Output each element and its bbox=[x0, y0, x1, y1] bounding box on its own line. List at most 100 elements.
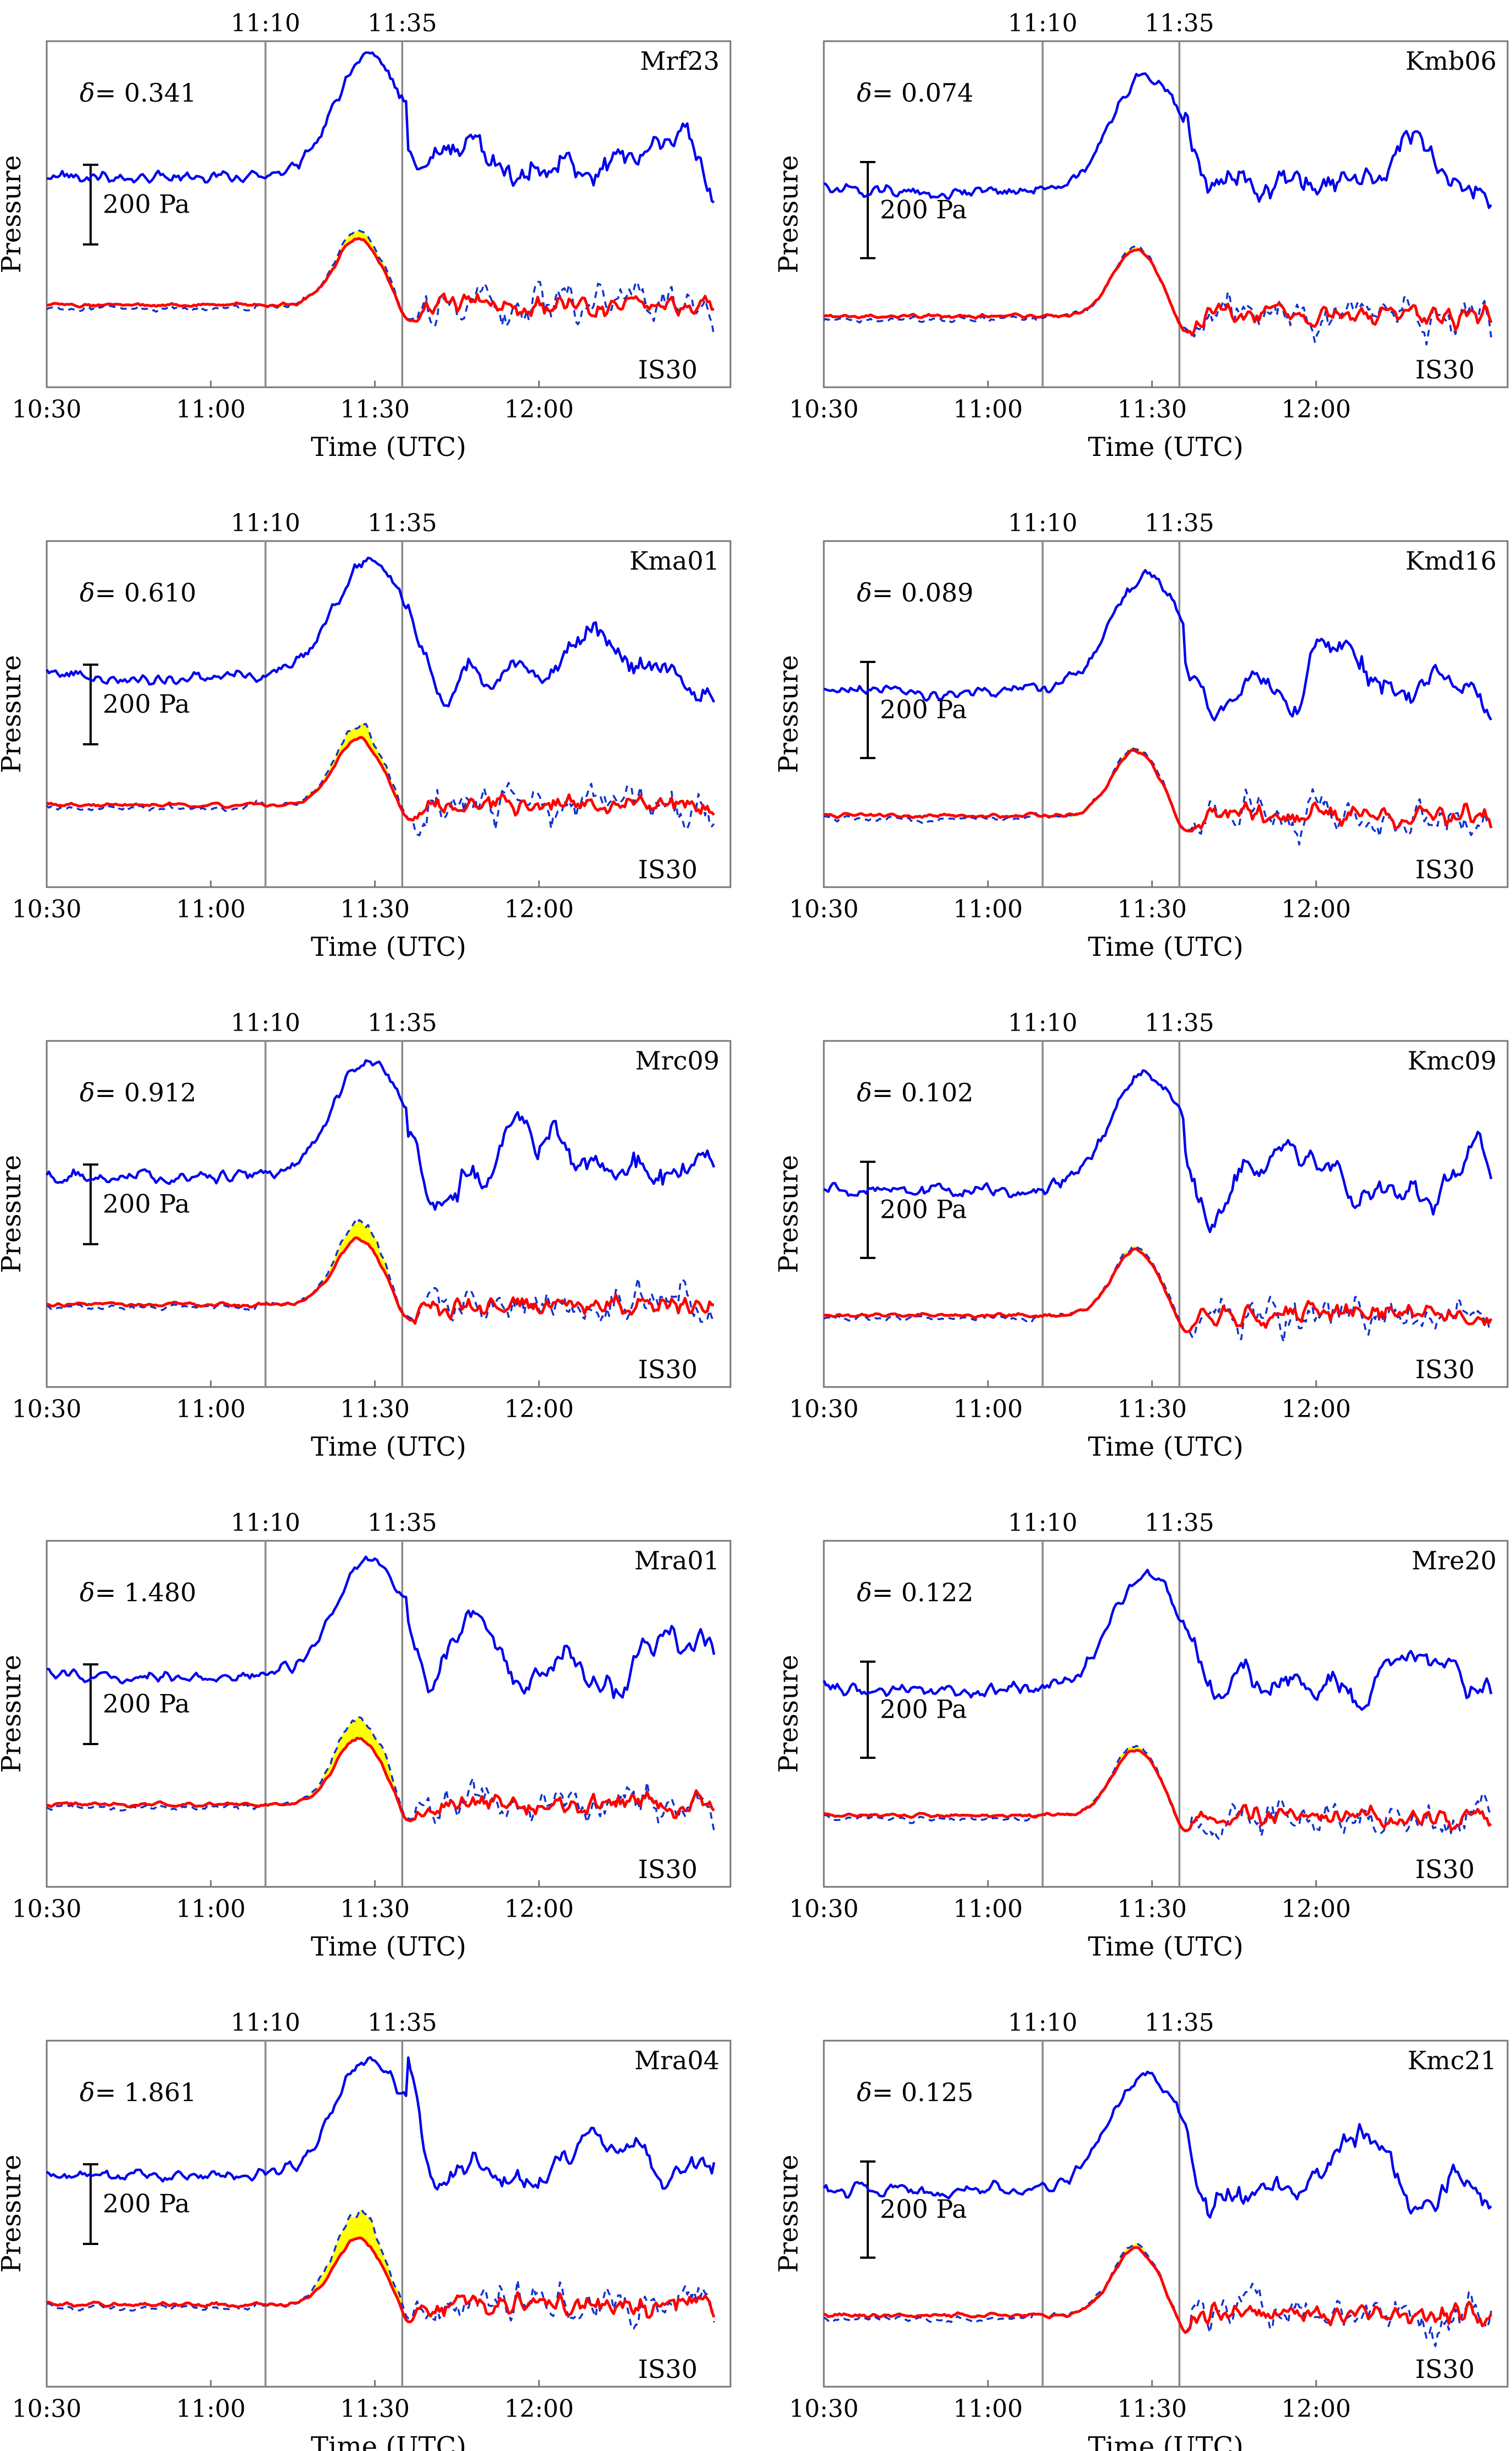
event-label: 11:10 bbox=[231, 2009, 300, 2037]
x-tick-label: 12:00 bbox=[504, 1395, 574, 1423]
y-axis-label: Pressure bbox=[773, 155, 804, 273]
delta-label: δ= 1.861 bbox=[80, 2077, 197, 2107]
reference-label: IS30 bbox=[1415, 1355, 1475, 1384]
y-axis-label: Pressure bbox=[0, 155, 27, 273]
station-series-line bbox=[823, 2070, 1492, 2219]
event-label: 11:10 bbox=[231, 509, 300, 537]
plot-frame bbox=[46, 2040, 732, 2388]
event-label: 11:35 bbox=[367, 509, 437, 537]
x-tick-label: 11:00 bbox=[953, 1395, 1023, 1423]
delta-symbol: δ bbox=[857, 2077, 872, 2107]
x-tick-label: 12:00 bbox=[1281, 895, 1351, 923]
x-tick-label: 12:00 bbox=[504, 1895, 574, 1923]
station-series-line bbox=[46, 51, 715, 204]
event-label: 11:10 bbox=[1008, 1509, 1078, 1537]
delta-value: = 0.125 bbox=[872, 2077, 974, 2107]
reference-is30-line bbox=[823, 1749, 1492, 1832]
station-series-line bbox=[823, 72, 1492, 209]
delta-label: δ= 0.089 bbox=[857, 578, 974, 608]
station-series-line bbox=[46, 1059, 716, 1211]
x-tick-label: 11:00 bbox=[176, 1395, 246, 1423]
x-tick-label: 10:30 bbox=[789, 2395, 859, 2423]
x-tick-label: 10:30 bbox=[789, 1895, 859, 1923]
difference-fill bbox=[1053, 1246, 1179, 1321]
station-series-line bbox=[823, 1069, 1493, 1233]
reference-is30-line bbox=[46, 237, 715, 323]
event-label: 11:35 bbox=[1145, 1009, 1214, 1037]
plot-frame bbox=[46, 40, 732, 388]
x-tick-label: 11:00 bbox=[176, 1895, 246, 1923]
delta-value: = 0.122 bbox=[872, 1578, 974, 1607]
y-axis-label: Pressure bbox=[773, 655, 804, 773]
event-label: 11:35 bbox=[1145, 2009, 1214, 2037]
x-axis-label: Time (UTC) bbox=[1088, 2431, 1243, 2451]
y-axis-label: Pressure bbox=[773, 1655, 804, 1773]
difference-fill bbox=[1053, 747, 1179, 823]
delta-label: δ= 0.122 bbox=[857, 1578, 974, 1607]
delta-label: δ= 0.341 bbox=[80, 78, 197, 108]
delta-symbol: δ bbox=[80, 1078, 95, 1107]
event-label: 11:10 bbox=[1008, 9, 1078, 37]
event-label: 11:35 bbox=[367, 1509, 437, 1537]
y-axis-label: Pressure bbox=[0, 1655, 27, 1773]
scaled-station-dashed-line bbox=[46, 1716, 715, 1831]
station-name: Mra04 bbox=[634, 2046, 719, 2075]
x-tick-label: 12:00 bbox=[504, 895, 574, 923]
station-name: Kma01 bbox=[629, 546, 719, 576]
difference-fill bbox=[1053, 2244, 1179, 2320]
x-tick-label: 10:30 bbox=[789, 395, 859, 424]
scaled-station-dashed-line bbox=[46, 229, 715, 337]
reference-label: IS30 bbox=[1415, 2354, 1475, 2384]
x-tick-label: 11:30 bbox=[1117, 2395, 1187, 2423]
x-tick-label: 11:00 bbox=[176, 895, 246, 923]
reference-label: IS30 bbox=[1415, 355, 1475, 385]
x-tick-label: 11:30 bbox=[340, 2395, 410, 2423]
station-series-line bbox=[822, 1568, 1493, 1711]
event-label: 11:10 bbox=[1008, 509, 1078, 537]
delta-value: = 0.341 bbox=[95, 78, 197, 108]
x-tick-label: 11:00 bbox=[176, 395, 246, 424]
x-tick-label: 12:00 bbox=[1281, 2395, 1351, 2423]
plot-frame bbox=[46, 1540, 732, 1888]
station-name: Kmd16 bbox=[1405, 546, 1497, 576]
event-label: 11:10 bbox=[231, 1009, 300, 1037]
delta-label: δ= 0.912 bbox=[80, 1078, 197, 1107]
y-axis-label: Pressure bbox=[0, 655, 27, 773]
panel-mre20: 11:10 11:35 10:30 11:00 11:30 12:00 Time (UTC)… bbox=[773, 1509, 1509, 1962]
station-name: Mre20 bbox=[1411, 1546, 1497, 1575]
scaled-station-dashed-line bbox=[823, 1245, 1492, 1343]
scale-bar-label: 200 Pa bbox=[103, 1689, 190, 1719]
station-name: Mra01 bbox=[634, 1546, 719, 1575]
event-label: 11:10 bbox=[231, 1509, 300, 1537]
event-label: 11:10 bbox=[1008, 1009, 1078, 1037]
difference-fill bbox=[1053, 1746, 1179, 1823]
event-label: 11:35 bbox=[367, 9, 437, 37]
x-tick-label: 11:00 bbox=[176, 2395, 246, 2423]
event-label: 11:35 bbox=[1145, 509, 1214, 537]
x-tick-label: 11:00 bbox=[953, 395, 1023, 424]
x-tick-label: 11:30 bbox=[340, 1895, 410, 1923]
x-tick-label: 10:30 bbox=[789, 1395, 859, 1423]
reference-label: IS30 bbox=[638, 1355, 698, 1384]
x-tick-label: 11:00 bbox=[953, 895, 1023, 923]
y-axis-label: Pressure bbox=[773, 1155, 804, 1273]
x-tick-label: 12:00 bbox=[1281, 395, 1351, 424]
reference-label: IS30 bbox=[638, 855, 698, 884]
delta-symbol: δ bbox=[80, 1578, 95, 1607]
delta-symbol: δ bbox=[80, 578, 95, 608]
reference-is30-line bbox=[823, 2246, 1493, 2334]
reference-label: IS30 bbox=[638, 2354, 698, 2384]
x-tick-label: 10:30 bbox=[12, 395, 82, 424]
x-axis-label: Time (UTC) bbox=[311, 432, 466, 463]
scale-bar-label: 200 Pa bbox=[103, 190, 190, 219]
panel-mrf23: 11:10 11:35 10:30 11:00 11:30 12:00 Time (UTC)… bbox=[0, 9, 732, 463]
panel-mrc09: 11:10 11:35 10:30 11:00 11:30 12:00 Time (UTC)… bbox=[0, 1009, 732, 1462]
reference-is30-line bbox=[46, 1736, 716, 1823]
scaled-station-dashed-line bbox=[46, 722, 715, 837]
station-series-line bbox=[46, 2056, 716, 2191]
difference-fill bbox=[1053, 246, 1179, 323]
x-axis-label: Time (UTC) bbox=[1088, 432, 1243, 463]
delta-value: = 0.912 bbox=[95, 1078, 197, 1107]
y-axis-label: Pressure bbox=[0, 2154, 27, 2272]
